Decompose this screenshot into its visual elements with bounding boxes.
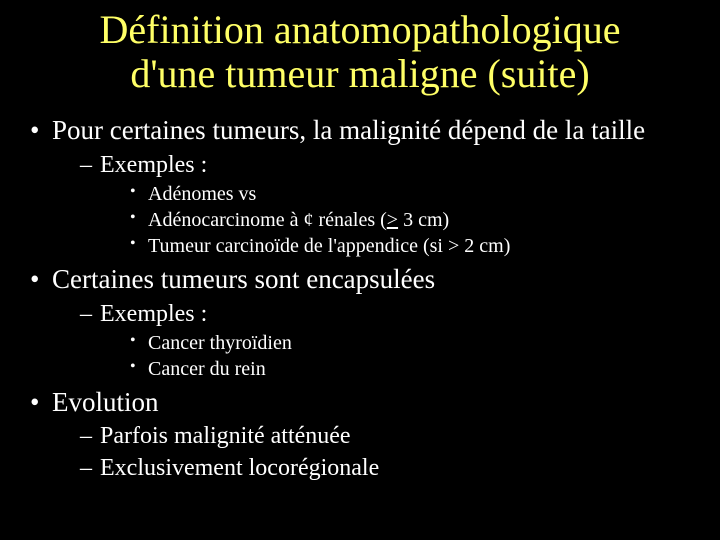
slide: Définition anatomopathologique d'une tum… <box>0 0 720 540</box>
bullet-2-sub1-list: Cancer thyroïdien Cancer du rein <box>100 331 700 382</box>
bullet-2-sub1-b: Cancer du rein <box>130 357 700 382</box>
bullet-3-sub2: Exclusivement locorégionale <box>80 453 700 483</box>
bullet-2-sub1-text: Exemples : <box>100 301 207 327</box>
bullet-1-sub1: Exemples : Adénomes vs Adénocarcinome à … <box>80 150 700 259</box>
bullet-3-text: Evolution <box>52 387 159 417</box>
b1s1b-u: > <box>387 209 398 231</box>
bullet-1-sublist: Exemples : Adénomes vs Adénocarcinome à … <box>52 150 700 259</box>
bullet-2-sub1-a: Cancer thyroïdien <box>130 331 700 356</box>
bullet-1-sub1-b: Adénocarcinome à ¢ rénales (> 3 cm) <box>130 208 700 233</box>
bullet-2-text: Certaines tumeurs sont encapsulées <box>52 264 435 294</box>
bullet-1: Pour certaines tumeurs, la malignité dép… <box>30 114 700 259</box>
bullet-2: Certaines tumeurs sont encapsulées Exemp… <box>30 263 700 382</box>
bullet-3-sub1: Parfois malignité atténuée <box>80 421 700 451</box>
slide-title: Définition anatomopathologique d'une tum… <box>20 8 700 96</box>
title-line-2: d'une tumeur maligne (suite) <box>130 51 589 96</box>
bullet-1-text: Pour certaines tumeurs, la malignité dép… <box>52 115 645 145</box>
bullet-2-sub1: Exemples : Cancer thyroïdien Cancer du r… <box>80 299 700 382</box>
bullet-3-sublist: Parfois malignité atténuée Exclusivement… <box>52 421 700 483</box>
bullet-1-sub1-a: Adénomes vs <box>130 182 700 207</box>
bullet-1-sub1-c: Tumeur carcinoïde de l'appendice (si > 2… <box>130 234 700 259</box>
b1s1b-tail: 3 cm) <box>398 209 449 231</box>
bullet-list-level1: Pour certaines tumeurs, la malignité dép… <box>20 114 700 483</box>
bullet-1-sub1-list: Adénomes vs Adénocarcinome à ¢ rénales (… <box>100 182 700 259</box>
title-line-1: Définition anatomopathologique <box>100 7 621 52</box>
bullet-3: Evolution Parfois malignité atténuée Exc… <box>30 386 700 484</box>
b1s1b-head: Adénocarcinome à ¢ rénales ( <box>148 209 387 231</box>
bullet-2-sublist: Exemples : Cancer thyroïdien Cancer du r… <box>52 299 700 382</box>
bullet-1-sub1-text: Exemples : <box>100 152 207 178</box>
